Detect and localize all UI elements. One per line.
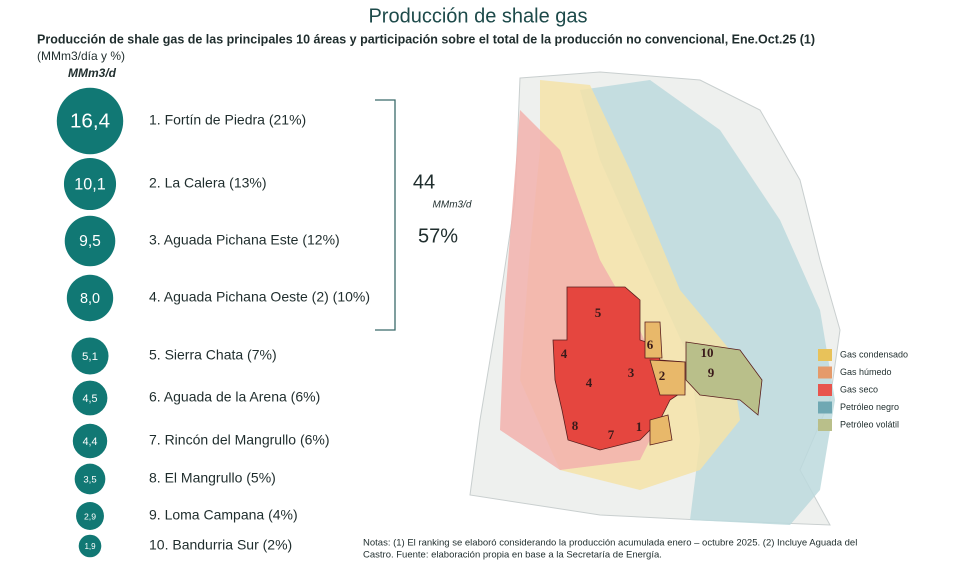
bubble — [78, 534, 102, 558]
map — [469, 71, 841, 526]
map-label: 4 — [561, 346, 568, 361]
map-label: 4 — [586, 375, 593, 390]
subtitle: Producción de shale gas de las principal… — [37, 32, 815, 46]
summary-value: 44 — [413, 171, 435, 193]
map-label: 7 — [608, 427, 615, 442]
legend-label: Gas húmedo — [840, 367, 892, 377]
legend-label: Petróleo volátil — [840, 419, 899, 429]
areas-volatil — [685, 341, 763, 416]
area-name: 10. Bandurria Sur (2%) — [149, 537, 292, 553]
area-name: 6. Aguada de la Arena (6%) — [149, 389, 320, 405]
bubble — [56, 87, 124, 155]
bubble-label: 1,9 — [84, 542, 96, 551]
bubble-label: 9,5 — [79, 233, 101, 250]
area-name: 9. Loma Campana (4%) — [149, 507, 298, 523]
note: Notas: (1) El ranking se elaboró conside… — [363, 538, 857, 549]
zone-petroleo — [580, 80, 835, 525]
bubble-label: 16,4 — [70, 109, 110, 132]
bubble-label: 4,4 — [83, 436, 98, 448]
legend-swatch — [818, 419, 832, 431]
area-name: 5. Sierra Chata (7%) — [149, 347, 277, 363]
legend-swatch — [818, 366, 832, 379]
areas — [552, 286, 686, 451]
note: Castro. Fuente: elaboración propia en ba… — [363, 550, 662, 561]
bubble-label: 8,0 — [80, 291, 100, 307]
legend-swatch — [818, 349, 832, 361]
bubble-label: 5,1 — [82, 351, 98, 363]
bubble — [72, 380, 108, 416]
legend-swatch — [818, 384, 832, 396]
legend-label: Petróleo negro — [840, 402, 899, 412]
bubble — [74, 463, 106, 495]
map-label: 5 — [595, 305, 602, 320]
areas-condensado — [644, 321, 686, 446]
map-label: 3 — [628, 365, 635, 380]
map-label: 6 — [647, 337, 654, 352]
bubble — [71, 337, 109, 375]
bubble — [64, 215, 116, 267]
area-name: 8. El Mangrullo (5%) — [149, 470, 276, 486]
unit: (MMm3/día y %) — [37, 49, 125, 63]
legend-label: Gas seco — [840, 384, 878, 394]
area-name: 1. Fortín de Piedra (21%) — [149, 112, 306, 128]
map-label: 1 — [636, 419, 643, 434]
map-label: 9 — [708, 365, 715, 380]
bubble — [76, 502, 104, 530]
summary-unit: MMm3/d — [433, 200, 472, 211]
bubble — [72, 423, 108, 459]
area-name: 7. Rincón del Mangrullo (6%) — [149, 432, 330, 448]
legend-swatch — [818, 401, 832, 414]
bubble-label: 3,5 — [83, 475, 96, 486]
bubble-label: 4,5 — [83, 393, 98, 405]
area-name: 3. Aguada Pichana Este (12%) — [149, 232, 340, 248]
bubble-label: 2,9 — [84, 511, 96, 521]
bubble — [66, 274, 114, 322]
bubble-label: 10,1 — [74, 175, 105, 193]
area-name: 2. La Calera (13%) — [149, 175, 267, 191]
map-label: 8 — [572, 418, 579, 433]
legend-label: Gas condensado — [840, 349, 908, 359]
map-label: 2 — [659, 368, 666, 383]
area-name: 4. Aguada Pichana Oeste (2) (10%) — [149, 289, 370, 305]
bubble — [63, 157, 117, 211]
title: Producción de shale gas — [368, 5, 587, 27]
map-label: 10 — [701, 345, 714, 360]
bracket — [375, 99, 396, 331]
summary-share: 57% — [418, 225, 458, 247]
size-label: MMm3/d — [68, 66, 117, 80]
